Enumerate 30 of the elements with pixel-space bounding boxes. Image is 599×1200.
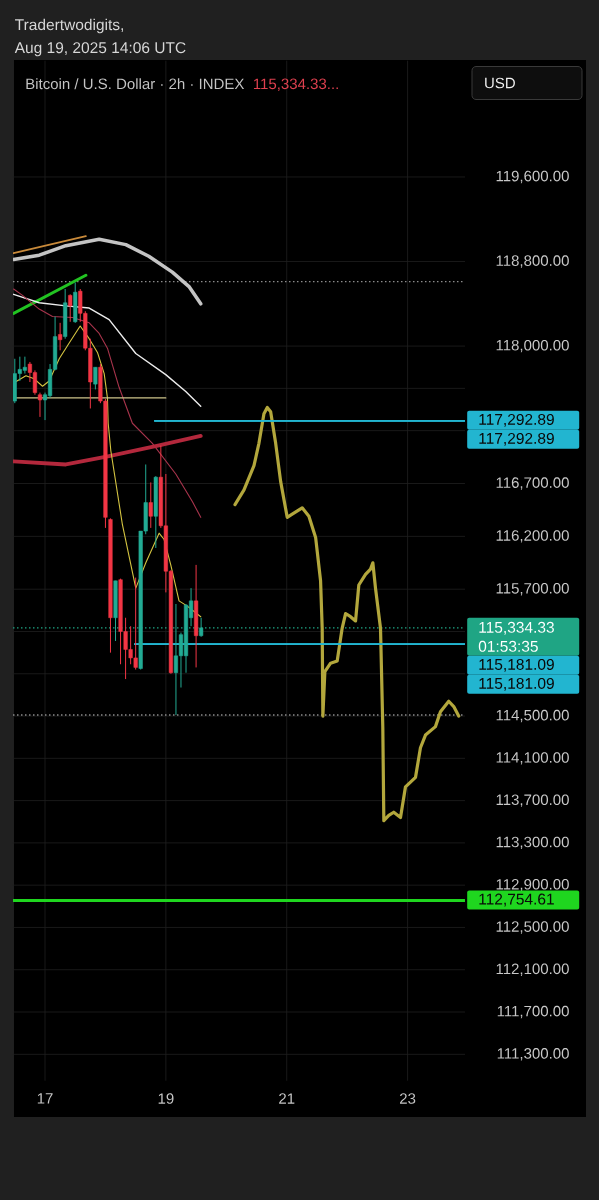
ref-line-label: 112,754.61 <box>479 893 554 907</box>
y-tick-label: 112,500.00 <box>496 921 569 934</box>
series-label: 117,292.89 <box>479 432 554 446</box>
y-tick-label: 116,200.00 <box>496 530 569 543</box>
y-tick-label: 116,700.00 <box>496 477 569 490</box>
y-tick-label: 112,900.00 <box>496 878 569 892</box>
y-tick-label: 111,700.00 <box>497 1005 569 1019</box>
y-tick-label: 113,700.00 <box>496 794 569 807</box>
y-tick-label: 112,100.00 <box>496 963 569 976</box>
ref-line-label: 115,334.33 01:53:35 <box>478 621 554 652</box>
series-label: 117,292.89 <box>479 413 554 427</box>
text: 115,334.33... <box>253 78 338 91</box>
y-tick-label: 114,100.00 <box>496 752 569 765</box>
y-tick-label: 111,300.00 <box>497 1048 569 1061</box>
text: 115,181.09 <box>479 677 554 691</box>
y-tick-label: 118,800.00 <box>496 255 569 268</box>
y-tick-label: 114,500.00 <box>496 709 569 723</box>
series-label: 115,181.09 <box>479 658 554 672</box>
x-tick-label: 17 <box>37 1093 53 1104</box>
y-tick-label: 115,700.00 <box>496 583 569 596</box>
y-tick-label: 119,600.00 <box>496 170 569 184</box>
x-tick-label: 21 <box>279 1093 295 1104</box>
x-tick-label: 23 <box>399 1093 416 1104</box>
y-tick-label: 113,300.00 <box>496 836 569 850</box>
text: Aug 19, 2025 14:06 UTC <box>14 42 186 57</box>
text: Tradertwodigits, <box>15 18 123 34</box>
text: Bitcoin / U.S. Dollar · 2h · INDEX <box>26 78 245 90</box>
y-tick-label: 118,000.00 <box>496 339 569 353</box>
x-tick-label: 19 <box>158 1093 174 1104</box>
y-axis-title: USD <box>485 77 515 89</box>
